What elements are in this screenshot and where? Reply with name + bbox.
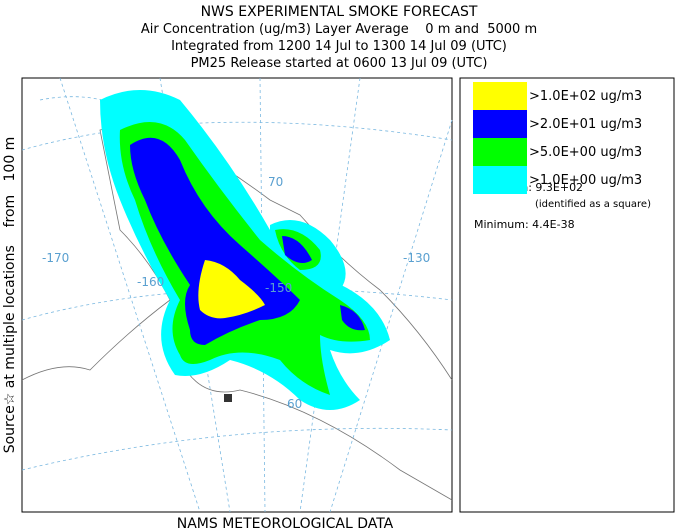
side-label: Source☆ at multiple locations from 100 m — [2, 137, 18, 454]
plume-level-2 — [130, 137, 365, 345]
map-label: -130 — [403, 251, 430, 265]
subtitle: Air Concentration (ug/m3) Layer Average … — [141, 22, 537, 37]
legend-swatch — [473, 82, 527, 110]
minimum: Minimum: 4.4E-38 — [474, 218, 575, 231]
map-label: 60 — [287, 397, 302, 411]
legend-label: >1.0E+00 ug/m3 — [529, 173, 642, 188]
legend-label: >2.0E+01 ug/m3 — [529, 117, 642, 132]
subtitle: Integrated from 1200 14 Jul to 1300 14 J… — [171, 39, 507, 54]
graticule — [329, 119, 453, 513]
maximum-note: (identified as a square) — [535, 199, 651, 210]
legend: Maximum: 9.3E+02 (identified as a square… — [459, 77, 675, 513]
map-label: -160 — [137, 275, 164, 289]
legend-swatch — [473, 166, 527, 194]
graticule — [59, 77, 201, 513]
footer: NAMS METEOROLOGICAL DATA — [177, 516, 394, 532]
map: -170 -160 -150 -130 70 60 — [21, 77, 453, 513]
graticule — [299, 77, 361, 513]
map-label: 70 — [268, 175, 283, 189]
map-label: -170 — [42, 251, 69, 265]
graticule — [21, 121, 453, 151]
subtitle: PM25 Release started at 0600 13 Jul 09 (… — [191, 56, 488, 71]
legend-swatch — [473, 110, 527, 138]
coastline — [179, 359, 453, 501]
legend-label: >5.0E+00 ug/m3 — [529, 145, 642, 160]
legend-label: >1.0E+02 ug/m3 — [529, 89, 642, 104]
map-label: -150 — [265, 281, 292, 295]
title: NWS EXPERIMENTAL SMOKE FORECAST — [201, 4, 478, 20]
graticule — [21, 427, 453, 471]
legend-swatch — [473, 138, 527, 166]
plume-level-1 — [198, 260, 265, 319]
maximum-square — [224, 394, 232, 402]
